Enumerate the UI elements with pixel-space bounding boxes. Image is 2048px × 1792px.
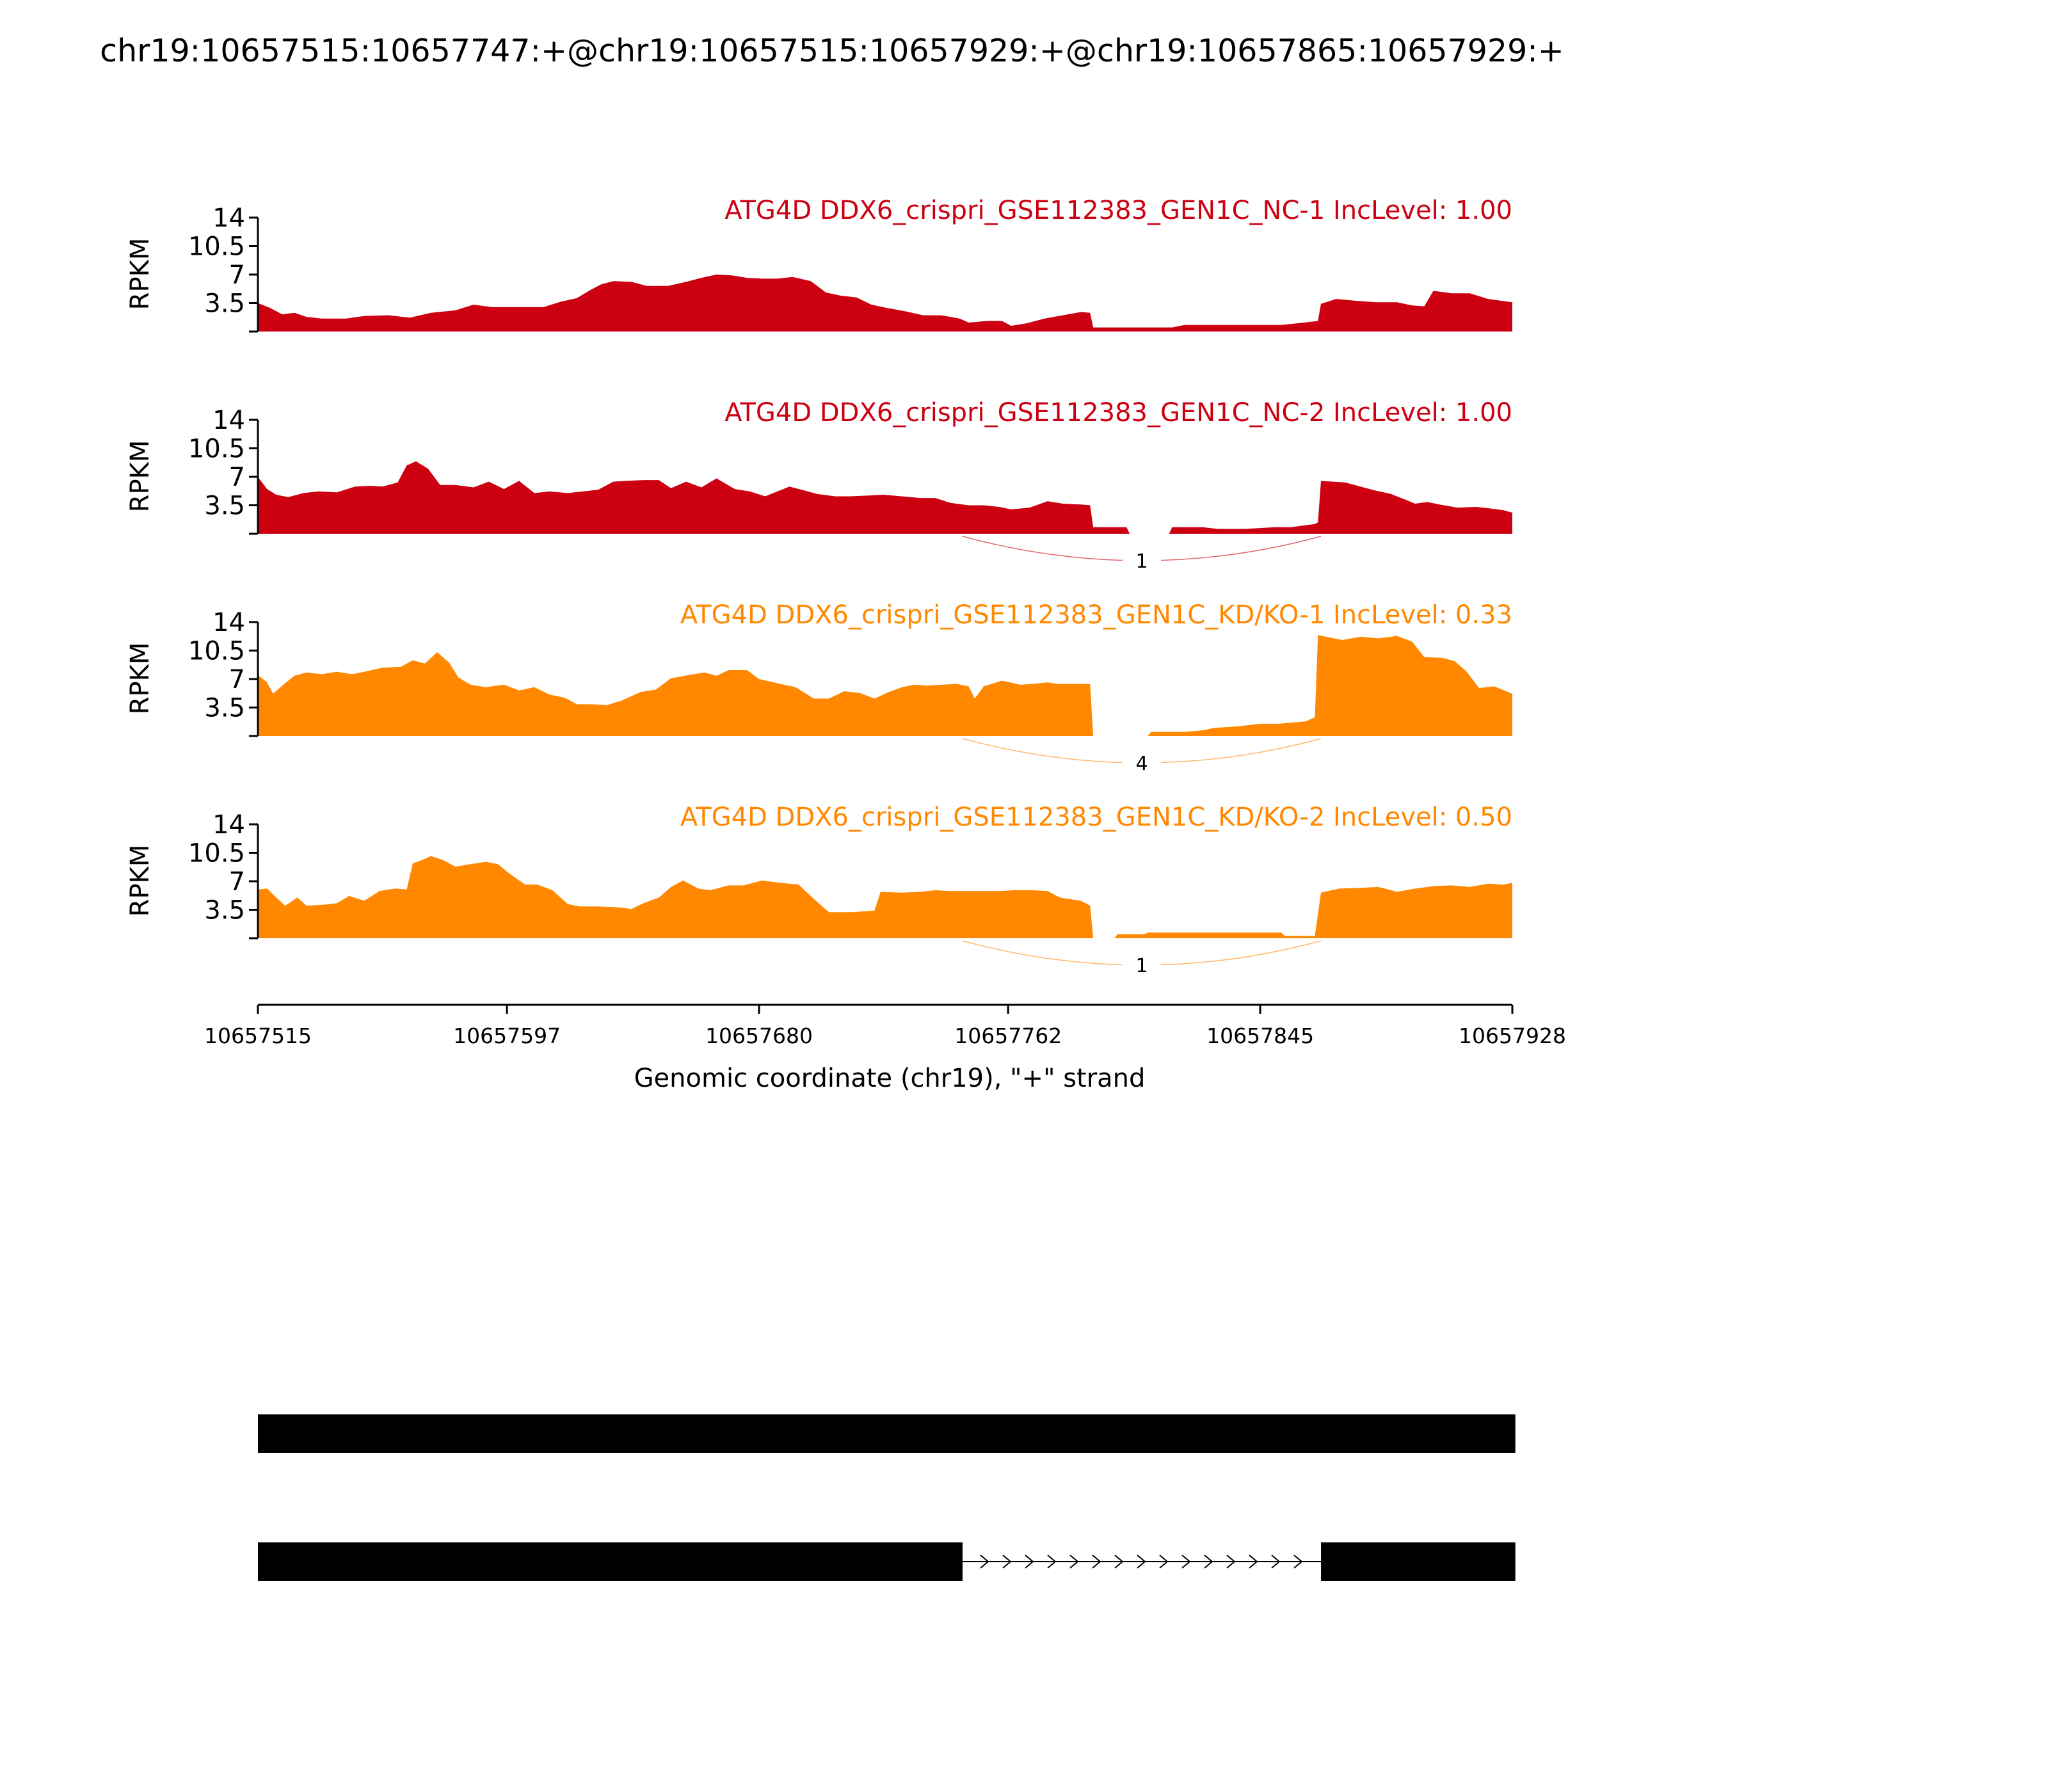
coverage-area <box>258 856 1512 938</box>
strand-arrow <box>1025 1555 1034 1569</box>
y-tick-label: 7 <box>229 665 245 694</box>
y-tick-label: 14 <box>212 810 245 840</box>
y-tick-label: 14 <box>212 608 245 637</box>
strand-arrow <box>1159 1555 1169 1569</box>
coverage-area <box>258 461 1512 534</box>
chart-title: chr19:10657515:10657747:+@chr19:10657515… <box>100 33 1564 69</box>
sample-label: ATG4D DDX6_crispri_GSE112383_GEN1C_NC-2 … <box>724 398 1512 428</box>
y-tick-label: 10.5 <box>188 637 245 666</box>
strand-arrow <box>1114 1555 1124 1569</box>
x-axis-label: Genomic coordinate (chr19), "+" strand <box>634 1064 1146 1093</box>
y-tick-label: 14 <box>212 204 245 233</box>
strand-arrow <box>1137 1555 1146 1569</box>
strand-arrow <box>1293 1555 1303 1569</box>
isoform-included <box>258 1414 1516 1453</box>
y-tick-label: 3.5 <box>204 896 245 925</box>
y-axis-label: RPKM <box>125 643 155 715</box>
junction-count: 1 <box>1135 550 1148 573</box>
strand-arrow <box>1249 1555 1258 1569</box>
junction-count: 1 <box>1135 955 1148 977</box>
isoform-skipped <box>258 1542 1516 1581</box>
y-tick-label: 3.5 <box>204 694 245 723</box>
strand-arrow <box>1002 1555 1012 1569</box>
sample-label: ATG4D DDX6_crispri_GSE112383_GEN1C_KD/KO… <box>680 600 1512 630</box>
exon-block <box>1321 1542 1516 1581</box>
strand-arrow <box>1069 1555 1079 1569</box>
junction-count: 4 <box>1135 753 1148 775</box>
x-axis: Genomic coordinate (chr19), "+" strand 1… <box>204 1004 1566 1093</box>
strand-arrow <box>1271 1555 1281 1569</box>
y-tick-label: 10.5 <box>188 839 245 868</box>
strand-arrow <box>1181 1555 1191 1569</box>
strand-arrow <box>1204 1555 1213 1569</box>
coverage-area <box>258 635 1512 736</box>
strand-arrow <box>1092 1555 1101 1569</box>
y-tick-label: 7 <box>229 463 245 492</box>
sample-label: ATG4D DDX6_crispri_GSE112383_GEN1C_NC-1 … <box>724 196 1512 225</box>
strand-arrow <box>1226 1555 1236 1569</box>
x-tick-label: 10657845 <box>1206 1023 1314 1048</box>
x-tick-label: 10657597 <box>453 1023 561 1048</box>
junction-count-box <box>1123 548 1162 573</box>
sample-label: ATG4D DDX6_crispri_GSE112383_GEN1C_KD/KO… <box>680 803 1512 832</box>
x-tick-label: 10657928 <box>1459 1023 1566 1048</box>
y-tick-label: 14 <box>212 406 245 435</box>
y-tick-label: 3.5 <box>204 492 245 521</box>
gene-model <box>258 1414 1516 1581</box>
coverage-area <box>258 275 1512 332</box>
y-tick-label: 7 <box>229 867 245 897</box>
y-axis-label: RPKM <box>125 845 155 917</box>
y-axis-label: RPKM <box>125 238 155 310</box>
y-tick-label: 3.5 <box>204 289 245 319</box>
y-axis-label: RPKM <box>125 440 155 513</box>
y-tick-label: 10.5 <box>188 435 245 464</box>
junction-count-box <box>1123 750 1162 776</box>
x-tick-label: 10657762 <box>954 1023 1062 1048</box>
junction-count-box <box>1123 952 1162 978</box>
x-tick-label: 10657515 <box>204 1023 312 1048</box>
y-tick-label: 7 <box>229 260 245 290</box>
strand-arrow <box>1047 1555 1057 1569</box>
y-tick-label: 10.5 <box>188 232 245 262</box>
exon-block <box>258 1542 963 1581</box>
exon-block <box>258 1414 1516 1453</box>
x-tick-label: 10657680 <box>705 1023 813 1048</box>
strand-arrow <box>980 1555 989 1569</box>
